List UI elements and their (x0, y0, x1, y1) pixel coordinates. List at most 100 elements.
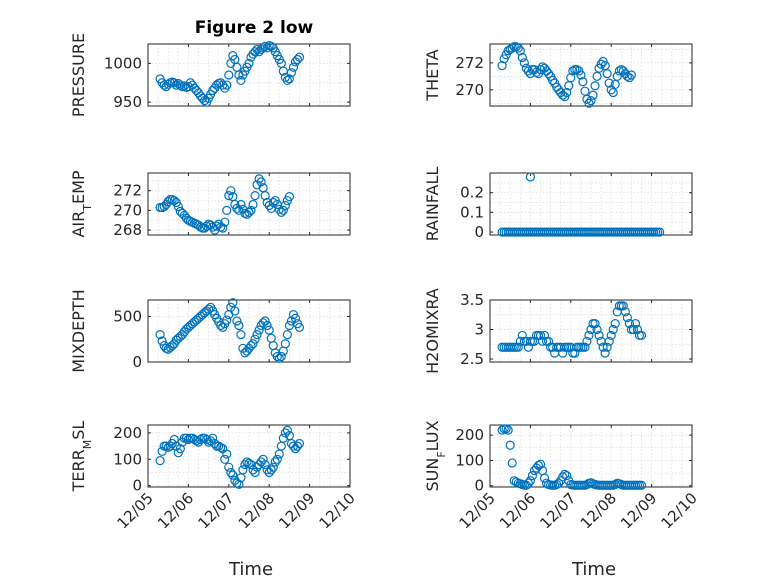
data-point (292, 441, 303, 451)
x-tick-label: 12/08 (577, 489, 620, 532)
data-point (294, 438, 305, 449)
data-point (246, 205, 256, 215)
data-point (588, 90, 598, 100)
data-point (608, 324, 618, 335)
data-point (246, 340, 256, 351)
y-axis-label-1: PRESSURE (69, 33, 88, 117)
subplot-2: 270 272 THETA (423, 42, 693, 108)
data-point (590, 319, 600, 329)
data-point (535, 330, 546, 341)
y-axis-label-3: AIRTEMP (69, 170, 94, 237)
data-point (236, 199, 246, 210)
data-point (636, 480, 647, 490)
data-point (201, 434, 212, 445)
data-point (622, 71, 632, 81)
data-point (525, 172, 536, 182)
data-point (584, 330, 594, 341)
data-point (258, 454, 268, 464)
axes-border (147, 172, 351, 236)
data-point (630, 319, 641, 329)
data-point (224, 462, 234, 472)
x-tick-label: 12/06 (154, 489, 197, 532)
data-point (618, 301, 628, 311)
data-point (262, 465, 272, 475)
y-axis-label-6: H2OMIXRA (423, 288, 442, 374)
data-point (282, 425, 292, 435)
data-point (600, 348, 610, 358)
axes-border (147, 299, 351, 363)
data-point (222, 80, 232, 90)
data-point (596, 59, 606, 69)
data-point (256, 177, 266, 187)
y-tick-label: 200 (113, 424, 142, 442)
data-point (501, 424, 511, 434)
data-point (548, 75, 558, 85)
data-point (525, 476, 536, 486)
data-point (195, 434, 206, 445)
y-axis-label-8: SUNFLUX (423, 420, 448, 491)
y-tick-label: 100 (113, 450, 142, 468)
data-point (248, 199, 258, 210)
data-point (505, 440, 515, 450)
data-point (294, 52, 305, 62)
data-point (594, 330, 604, 341)
data-point (224, 70, 234, 80)
y-axis-label-7: TERRMSL (69, 421, 94, 493)
data-point (238, 465, 248, 475)
x-tick-label: 12/05 (456, 489, 499, 532)
x-axis-label-right: Time (571, 559, 616, 580)
data-point (294, 322, 305, 332)
data-point (226, 186, 236, 196)
data-point (155, 456, 165, 466)
data-point (582, 336, 592, 346)
data-point (222, 449, 232, 459)
y-tick-label: 1000 (104, 54, 142, 72)
data-point (602, 69, 612, 79)
data-point (248, 339, 258, 349)
data-point (284, 192, 294, 202)
data-point (612, 71, 622, 81)
data-point (517, 52, 527, 63)
data-point (586, 96, 596, 106)
y-tick-label: 0 (474, 477, 484, 495)
data-point (590, 81, 600, 91)
data-point (584, 98, 594, 108)
data-point (503, 425, 513, 435)
data-point (604, 78, 614, 88)
axes-box (489, 299, 693, 363)
data-point (252, 44, 262, 55)
data-point (252, 330, 262, 340)
axes-border (489, 43, 693, 107)
data-point (260, 316, 270, 326)
data-point (272, 351, 282, 362)
data-point (513, 342, 523, 352)
data-point (230, 306, 240, 316)
x-tick-label: 12/06 (496, 489, 539, 532)
y-tick-label: 950 (113, 93, 142, 111)
data-point (276, 207, 286, 217)
data-point (523, 478, 533, 488)
data-point (234, 320, 244, 331)
data-point (250, 191, 260, 201)
axes-border (147, 43, 351, 107)
axes-border (489, 299, 693, 363)
subplot-5: 0 500 MIXDEPTH (69, 289, 351, 373)
data-point (218, 223, 228, 233)
data-point (254, 174, 264, 184)
data-point (244, 207, 254, 217)
data-point (628, 324, 639, 335)
y-tick-label: 3 (474, 321, 484, 339)
data-point (264, 325, 274, 335)
data-point (515, 46, 525, 56)
data-point (175, 444, 185, 454)
data-point (220, 217, 230, 227)
y-tick-label: 500 (113, 307, 142, 325)
data-point (288, 62, 299, 72)
data-point (268, 462, 278, 472)
x-tick-label: 12/10 (658, 489, 701, 532)
data-point (254, 325, 264, 335)
data-point (280, 200, 290, 211)
data-point (560, 469, 570, 479)
data-point (280, 339, 290, 349)
data-point (165, 441, 175, 451)
